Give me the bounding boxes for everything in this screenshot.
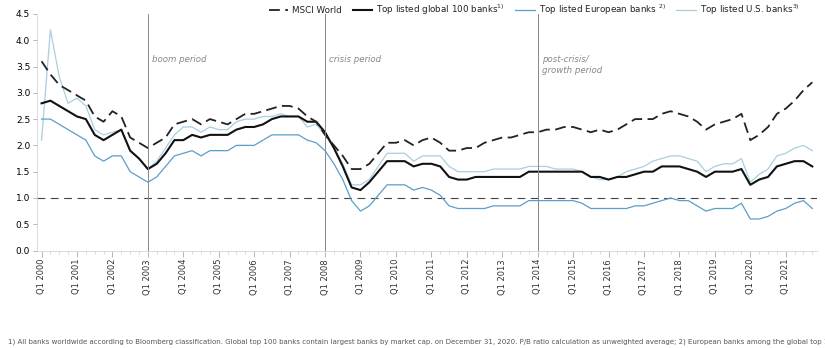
Top listed global 100 banks$^{1)}$	[258, 122, 268, 126]
Top listed global 100 banks$^{1)}$	[356, 188, 365, 192]
Top listed European banks $^{2)}$	[745, 217, 755, 221]
Line: MSCI World: MSCI World	[41, 61, 813, 169]
Top listed global 100 banks$^{1)}$	[64, 109, 73, 113]
Top listed global 100 banks$^{1)}$	[45, 98, 55, 103]
Text: 1) All banks worldwide according to Bloomberg classification. Global top 100 ban: 1) All banks worldwide according to Bloo…	[8, 338, 825, 345]
Top listed European banks $^{2)}$	[763, 214, 773, 219]
Top listed U.S. banks$^{3)}$	[45, 27, 55, 32]
MSCI World	[258, 109, 268, 113]
MSCI World	[249, 112, 259, 116]
Text: post-crisis/
growth period: post-crisis/ growth period	[542, 55, 602, 75]
MSCI World	[427, 135, 436, 140]
MSCI World	[808, 80, 818, 84]
Top listed European banks $^{2)}$	[808, 206, 818, 211]
Legend: MSCI World, Top listed global 100 banks$^{1)}$, Top listed European banks $^{2)}: MSCI World, Top listed global 100 banks$…	[268, 2, 801, 18]
Top listed U.S. banks$^{3)}$	[657, 157, 667, 161]
Top listed U.S. banks$^{3)}$	[36, 138, 46, 142]
Top listed European banks $^{2)}$	[417, 185, 427, 190]
Top listed U.S. banks$^{3)}$	[436, 154, 446, 158]
Top listed European banks $^{2)}$	[488, 204, 498, 208]
Top listed European banks $^{2)}$	[258, 138, 268, 142]
Top listed global 100 banks$^{1)}$	[267, 117, 277, 121]
MSCI World	[54, 83, 64, 87]
Top listed U.S. banks$^{3)}$	[64, 101, 73, 105]
Top listed U.S. banks$^{3)}$	[346, 183, 356, 187]
Top listed U.S. banks$^{3)}$	[267, 114, 277, 119]
MSCI World	[36, 59, 46, 63]
Top listed U.S. banks$^{3)}$	[507, 167, 516, 171]
MSCI World	[346, 167, 356, 171]
Top listed European banks $^{2)}$	[54, 122, 64, 126]
Text: crisis period: crisis period	[329, 55, 382, 64]
Top listed global 100 banks$^{1)}$	[507, 175, 516, 179]
Line: Top listed European banks $^{2)}$: Top listed European banks $^{2)}$	[41, 119, 813, 219]
Line: Top listed global 100 banks$^{1)}$: Top listed global 100 banks$^{1)}$	[41, 101, 813, 190]
Top listed European banks $^{2)}$	[36, 117, 46, 121]
Top listed global 100 banks$^{1)}$	[36, 101, 46, 105]
MSCI World	[497, 135, 507, 140]
Top listed global 100 banks$^{1)}$	[808, 164, 818, 168]
Top listed U.S. banks$^{3)}$	[258, 114, 268, 119]
Top listed global 100 banks$^{1)}$	[657, 164, 667, 168]
Top listed U.S. banks$^{3)}$	[808, 149, 818, 153]
MSCI World	[763, 125, 773, 129]
Text: boom period: boom period	[153, 55, 207, 64]
Top listed European banks $^{2)}$	[249, 143, 259, 148]
Top listed global 100 banks$^{1)}$	[436, 164, 446, 168]
Line: Top listed U.S. banks$^{3)}$: Top listed U.S. banks$^{3)}$	[41, 30, 813, 185]
